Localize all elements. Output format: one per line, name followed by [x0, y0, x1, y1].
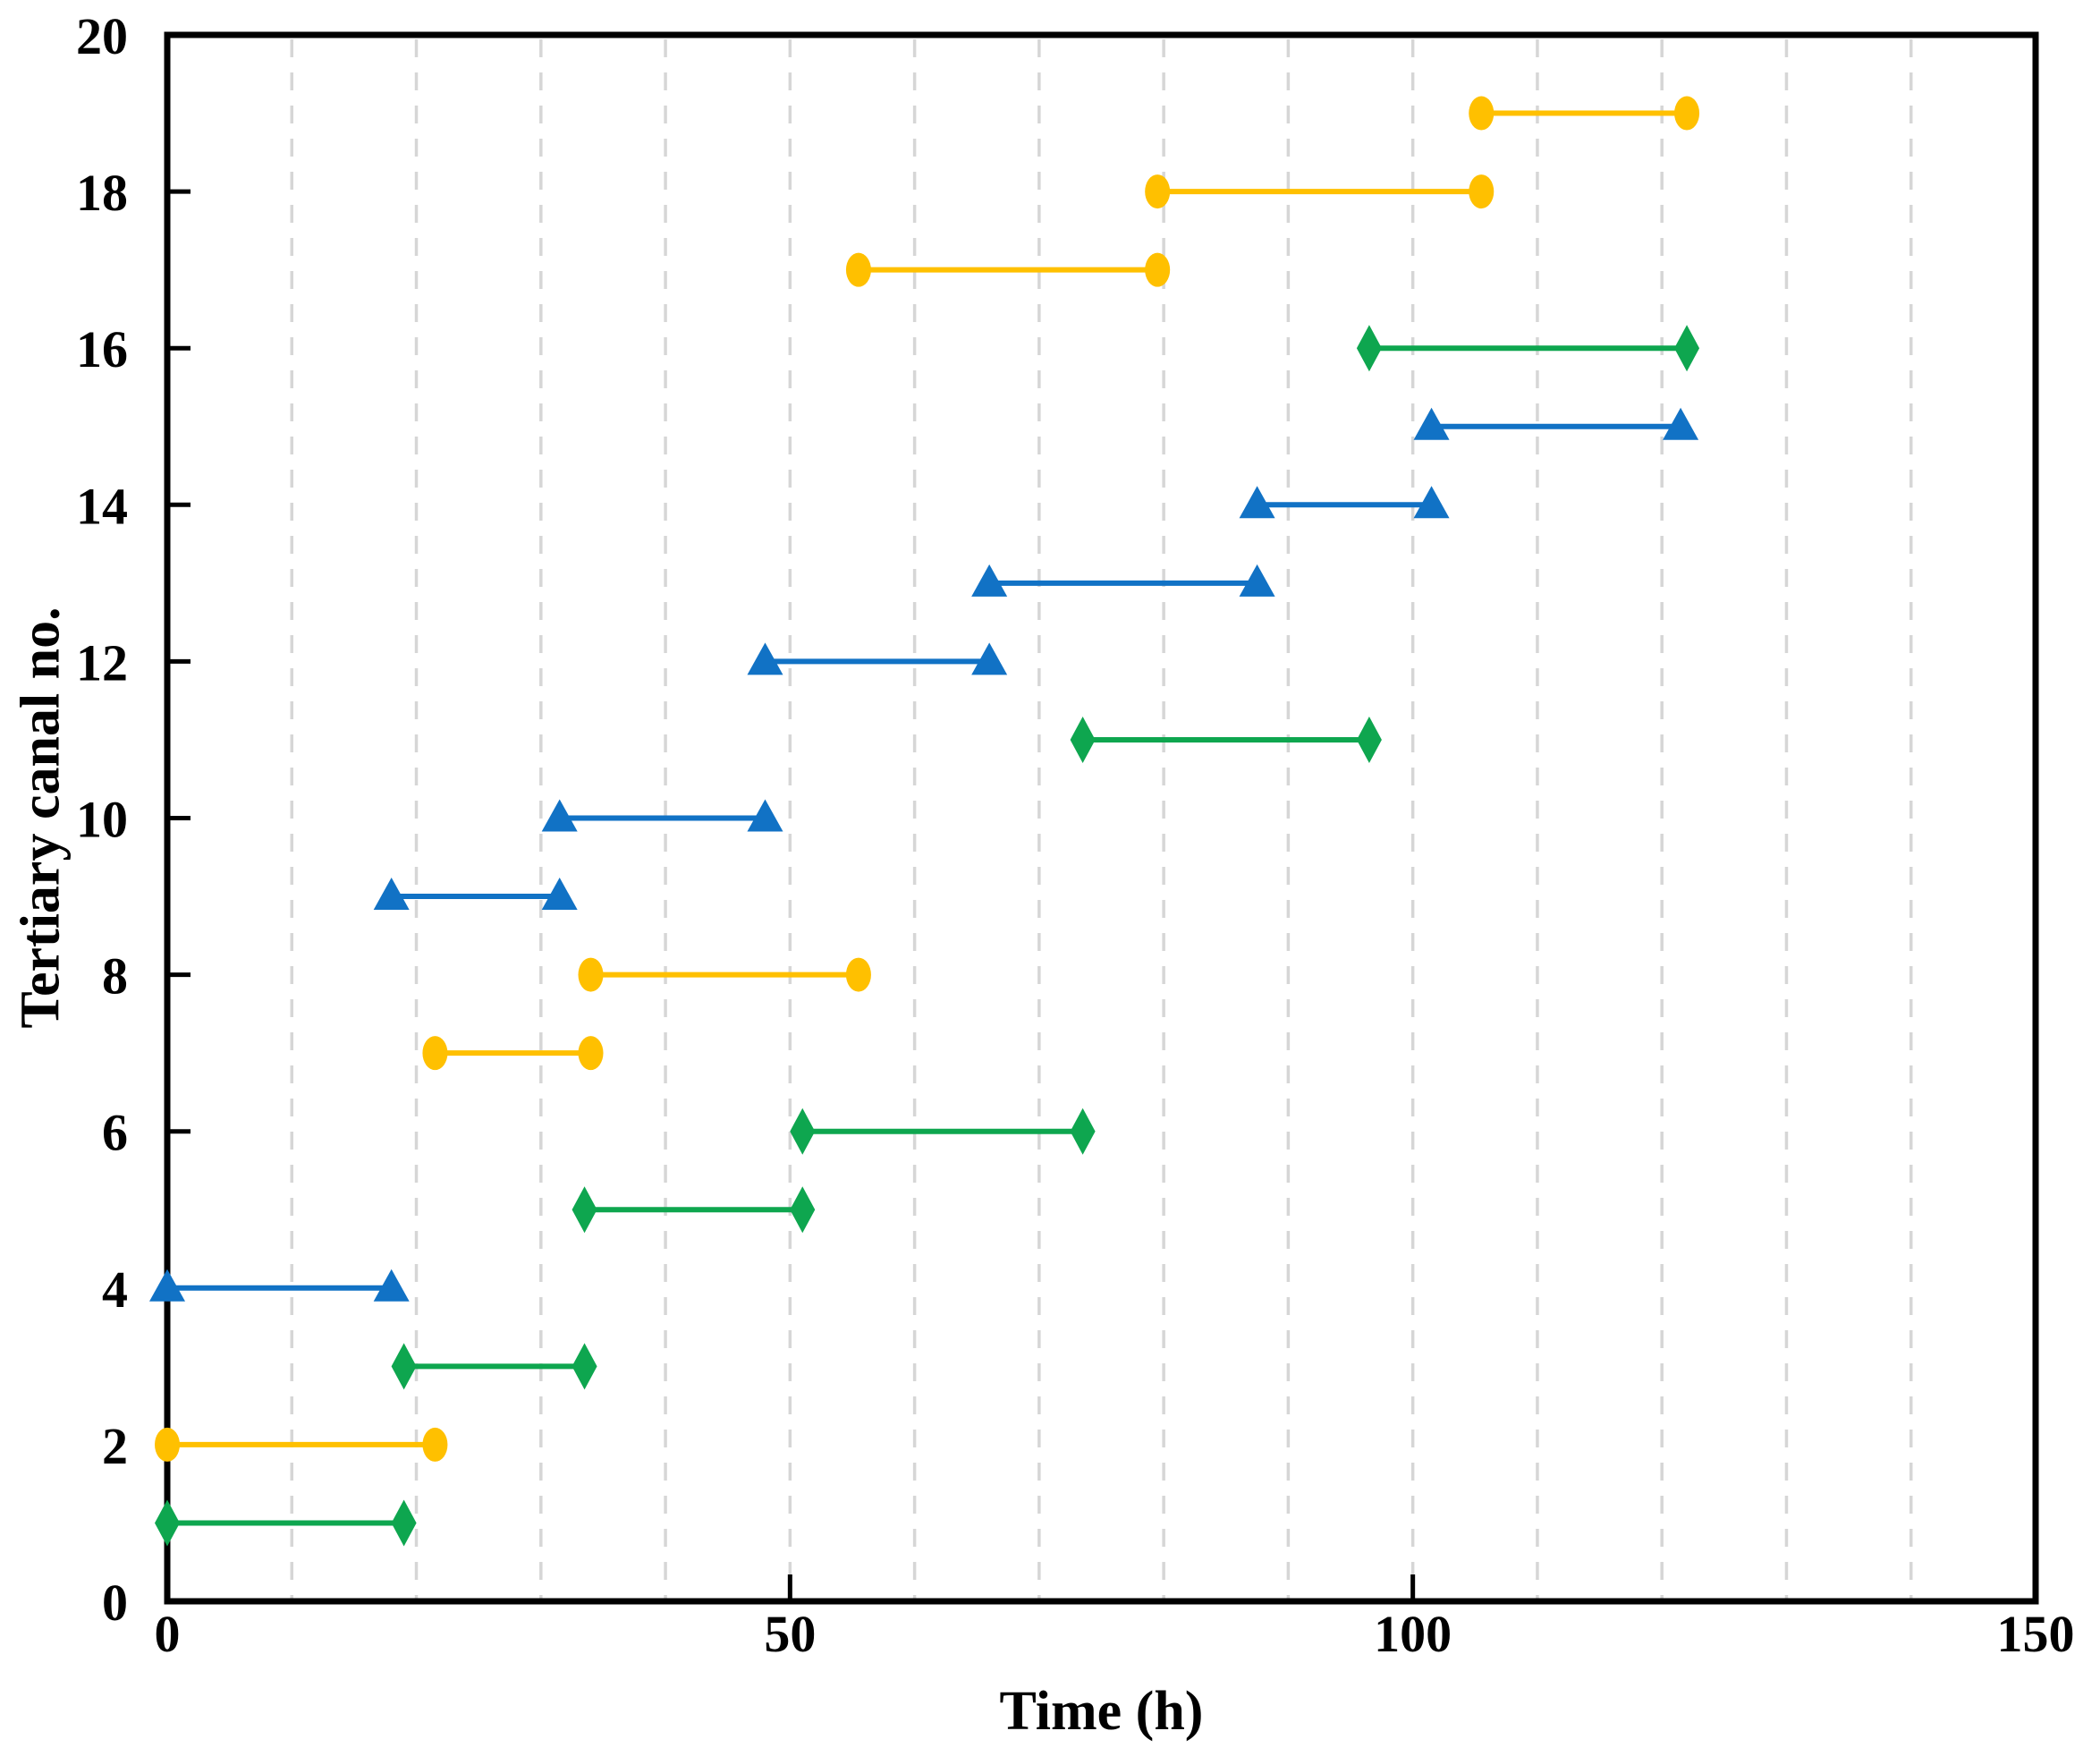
- circle-marker: [1145, 252, 1171, 287]
- triangle-marker: [541, 799, 578, 832]
- diamond-marker: [391, 1499, 417, 1547]
- triangle-marker: [1413, 486, 1450, 519]
- triangle-marker: [747, 642, 783, 675]
- circle-marker: [1469, 174, 1495, 209]
- circle-marker: [845, 957, 871, 992]
- y-tick-label: 20: [76, 7, 128, 65]
- y-tick-label: 0: [102, 1574, 128, 1632]
- y-tick-label: 2: [102, 1417, 128, 1475]
- triangle-marker: [971, 564, 1008, 597]
- diamond-marker: [1356, 325, 1382, 372]
- y-tick-label: 10: [76, 791, 128, 849]
- triangle-marker: [747, 799, 783, 832]
- triangle-marker: [971, 642, 1008, 675]
- y-tick-label: 12: [76, 633, 128, 692]
- plot-border: [164, 31, 2039, 1605]
- triangle-marker: [149, 1269, 185, 1302]
- x-tick-label: 150: [1997, 1605, 2075, 1663]
- x-tick-label: 0: [155, 1605, 181, 1663]
- diamond-marker: [1070, 716, 1096, 763]
- y-tick-label: 14: [76, 477, 128, 535]
- circle-marker: [422, 1427, 448, 1462]
- circle-marker: [422, 1036, 448, 1071]
- triangle-marker: [541, 878, 578, 911]
- triangle-marker: [1413, 407, 1450, 440]
- diamond-marker: [1356, 716, 1382, 763]
- triangle-marker: [1663, 407, 1699, 440]
- circle-marker: [578, 1036, 604, 1071]
- x-tick-label: 100: [1374, 1605, 1452, 1663]
- y-tick-label: 16: [76, 320, 128, 378]
- diamond-marker: [391, 1343, 417, 1390]
- triangle-marker: [1239, 564, 1275, 597]
- x-tick-label: 50: [764, 1605, 816, 1663]
- circle-marker: [1674, 96, 1700, 131]
- diamond-marker: [572, 1186, 597, 1234]
- diamond-marker: [572, 1343, 597, 1390]
- triangle-marker: [373, 1269, 410, 1302]
- y-axis-title: Tertiary canal no.: [10, 607, 72, 1029]
- y-tick-label: 8: [102, 947, 128, 1006]
- y-tick-label: 18: [76, 164, 128, 222]
- triangle-marker: [373, 878, 410, 911]
- circle-marker: [578, 957, 604, 992]
- diamond-marker: [1674, 325, 1700, 372]
- diamond-marker: [790, 1186, 816, 1234]
- diamond-marker: [790, 1107, 816, 1155]
- circle-marker: [155, 1427, 180, 1462]
- circle-marker: [845, 252, 871, 287]
- triangle-marker: [1239, 486, 1275, 519]
- x-axis-title: Time (h): [999, 1681, 1204, 1742]
- diamond-marker: [1070, 1107, 1096, 1155]
- circle-marker: [1469, 96, 1495, 131]
- y-tick-label: 4: [102, 1260, 128, 1319]
- diamond-marker: [155, 1499, 180, 1547]
- y-tick-label: 6: [102, 1104, 128, 1162]
- circle-marker: [1145, 174, 1171, 209]
